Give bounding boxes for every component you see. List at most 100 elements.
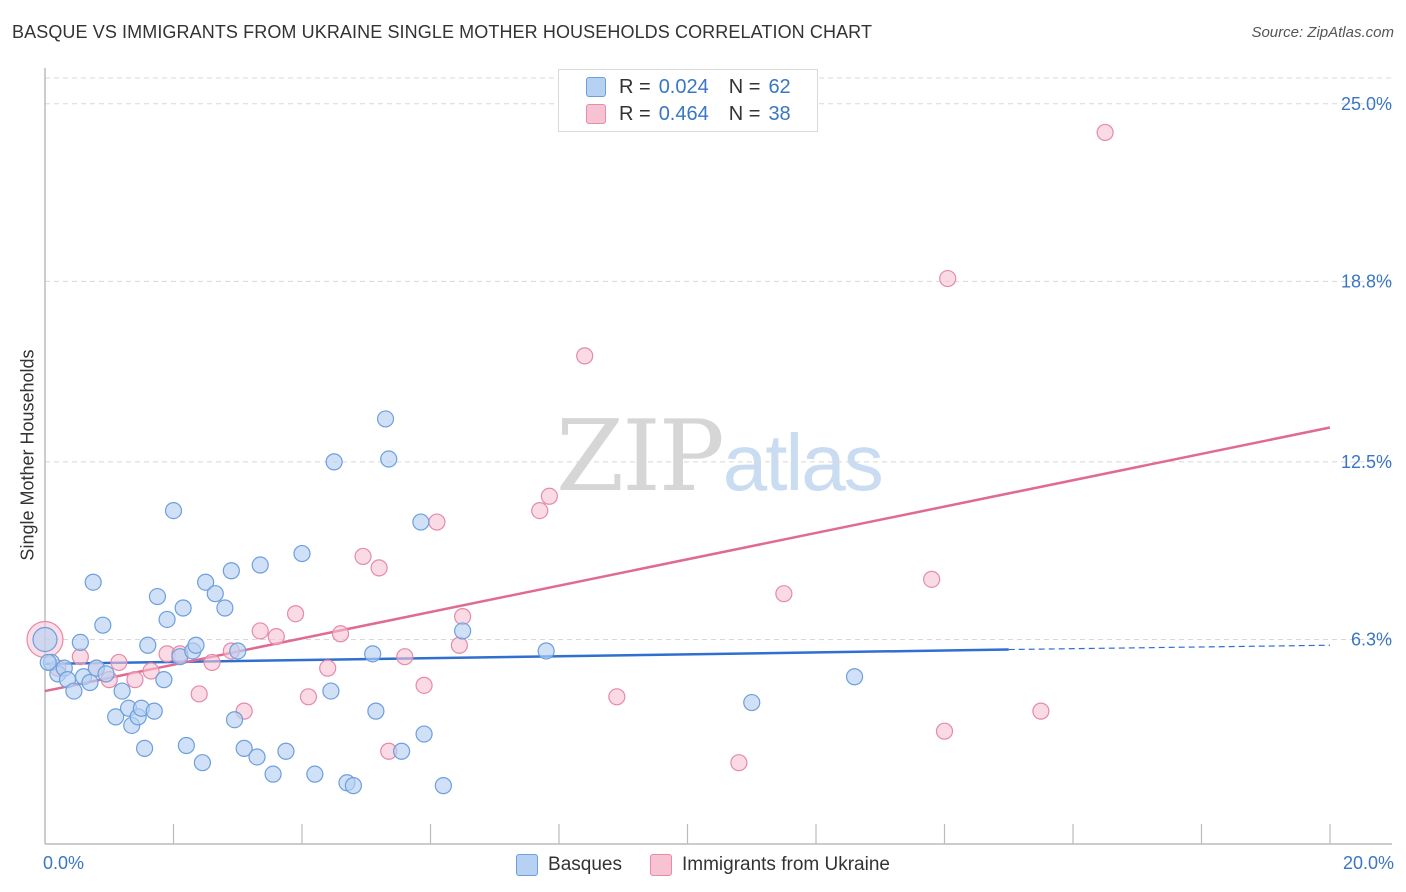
data-point-basques — [235, 739, 253, 757]
data-point-basques — [277, 742, 295, 760]
bottom-legend-ukraine[interactable]: Immigrants from Ukraine — [649, 854, 890, 876]
data-point-basques — [743, 693, 761, 712]
data-point-ukraine — [370, 559, 388, 577]
watermark: ZIPatlas — [556, 400, 884, 514]
x-tick-label: 0.0% — [43, 853, 84, 873]
y-tick-label: 6.3% — [1351, 630, 1392, 650]
data-point-ukraine — [454, 607, 472, 626]
data-point-basques — [434, 777, 452, 795]
data-point-basques — [139, 636, 157, 654]
data-point-ukraine — [286, 605, 305, 623]
data-point-ukraine — [203, 653, 221, 672]
source-label: Source: ZipAtlas.com — [1251, 24, 1394, 41]
data-point-basques — [145, 702, 163, 720]
data-point-basques — [158, 610, 176, 629]
data-point-ukraine — [531, 501, 549, 520]
data-point-ukraine — [331, 625, 350, 643]
data-point-ukraine — [267, 628, 285, 646]
data-point-ukraine — [939, 269, 957, 288]
data-point-basques — [81, 673, 99, 692]
bottom-legend: Basques Immigrants from Ukraine — [0, 852, 1406, 878]
data-point-ukraine — [1032, 702, 1050, 720]
legend-n-value: 62 — [768, 75, 791, 98]
data-point-basques — [107, 708, 125, 726]
data-point-basques — [222, 562, 240, 580]
data-point-basques — [174, 599, 192, 617]
data-point-basques — [71, 633, 89, 651]
legend-n-value: 38 — [768, 102, 791, 125]
data-point-ukraine — [428, 513, 446, 531]
data-point-basques — [39, 653, 57, 672]
legend-r-value: 0.024 — [658, 75, 709, 98]
data-point-basques — [325, 453, 343, 471]
data-point-basques — [84, 573, 102, 591]
legend-r-value: 0.464 — [658, 102, 709, 125]
legend-n-label: N = — [728, 75, 761, 98]
data-point-basques — [148, 587, 167, 606]
data-point-basques — [187, 636, 205, 654]
data-point-basques — [248, 748, 266, 766]
data-point-basques — [193, 754, 212, 772]
y-tick-label: 25.0% — [1341, 94, 1392, 114]
data-point-ukraine — [396, 648, 414, 666]
data-point-ukraine — [126, 671, 144, 689]
data-point-ukraine — [319, 659, 337, 677]
data-point-ukraine — [299, 688, 318, 706]
data-point-basques — [251, 556, 269, 574]
legend-swatch-ukraine — [586, 104, 606, 124]
data-point-ukraine — [730, 754, 748, 772]
data-point-basques — [376, 410, 395, 428]
data-point-basques — [306, 765, 324, 783]
data-point-basques — [367, 702, 385, 720]
data-point-basques — [364, 645, 382, 663]
legend-row-basques: R = 0.024 N = 62 — [586, 75, 791, 99]
series-basques-points — [32, 410, 864, 795]
data-point-basques — [415, 725, 433, 743]
y-tick-label: 12.5% — [1341, 452, 1392, 472]
legend-r-label: R = — [619, 75, 651, 98]
data-point-basques — [177, 736, 195, 755]
bottom-legend-basques[interactable]: Basques — [516, 854, 622, 876]
data-point-ukraine — [415, 676, 433, 694]
data-point-ukraine — [71, 648, 89, 666]
data-point-ukraine — [190, 685, 208, 703]
y-tick-label: 18.8% — [1341, 271, 1392, 291]
data-point-basques — [135, 739, 154, 757]
data-point-basques — [322, 682, 340, 700]
data-point-ukraine — [540, 487, 558, 505]
data-point-basques — [344, 777, 362, 795]
data-point-basques — [164, 501, 183, 520]
legend-r-label: R = — [619, 102, 651, 125]
data-point-basques — [206, 585, 224, 603]
trend-line-basques-extension — [1008, 644, 1331, 651]
data-point-basques — [225, 711, 244, 729]
legend-box: R = 0.024 N = 62 R = 0.464 N = 38 — [558, 69, 818, 132]
data-point-basques — [412, 513, 430, 531]
legend-n-label: N = — [728, 102, 761, 125]
data-point-basques — [197, 573, 215, 591]
data-point-basques — [293, 544, 311, 563]
data-point-basques — [97, 665, 115, 683]
data-point-basques — [845, 668, 864, 686]
axes — [44, 68, 1392, 845]
data-point-ukraine — [923, 570, 941, 588]
data-point-basques — [380, 450, 398, 468]
watermark-atlas: atlas — [722, 418, 884, 507]
data-point-basques — [264, 765, 282, 783]
bottom-legend-label: Basques — [548, 854, 622, 875]
tick-labels: 6.3% 12.5% 18.8% 25.0% 0.0% 20.0% — [43, 94, 1394, 873]
data-point-basques — [155, 671, 173, 689]
legend-swatch-basques — [586, 77, 606, 97]
x-tick-label: 20.0% — [1343, 853, 1394, 873]
chart-title: BASQUE VS IMMIGRANTS FROM UKRAINE SINGLE… — [12, 22, 873, 42]
grid-lines — [45, 77, 1392, 641]
data-point-basques — [392, 742, 411, 760]
legend-row-ukraine: R = 0.464 N = 38 — [586, 102, 791, 126]
bottom-legend-label: Immigrants from Ukraine — [681, 854, 890, 875]
data-point-ukraine — [354, 547, 372, 566]
data-point-ukraine — [110, 653, 128, 672]
data-point-ukraine — [450, 636, 469, 654]
y-axis-label: Single Mother Households — [17, 349, 38, 561]
data-point-ukraine — [935, 722, 954, 740]
